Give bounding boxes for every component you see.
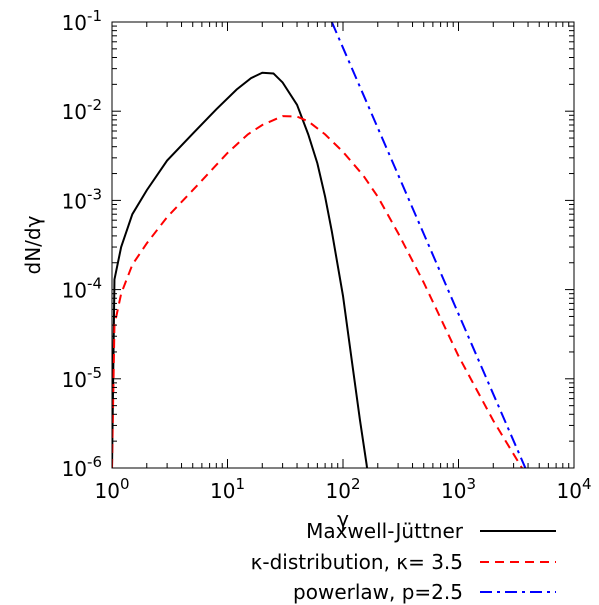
y-axis: 10-1 10-2 10-3 10-4 10-5 10-6 — [62, 7, 574, 481]
x-tick-label: 102 — [326, 475, 361, 503]
y-axis-label: dN/dγ — [21, 215, 45, 274]
y-tick-label: 10-6 — [62, 453, 102, 481]
x-tick-label: 103 — [441, 475, 476, 503]
legend-label: Maxwell-Jüttner — [306, 519, 464, 543]
y-tick-label: 10-3 — [62, 185, 102, 213]
plot-frame — [111, 21, 575, 469]
x-axis-label: γ — [337, 507, 349, 531]
x-tick-label: 104 — [557, 475, 592, 503]
series-line-1 — [112, 71, 369, 468]
x-tick-label: 101 — [210, 475, 245, 503]
y-tick-label: 10-5 — [62, 364, 102, 392]
x-tick-label: 100 — [95, 475, 130, 503]
legend: Maxwell-Jüttner κ-distribution, κ= 3.5 pow… — [251, 519, 556, 604]
plot-area — [112, 22, 527, 468]
legend-label: powerlaw, p=2.5 — [293, 580, 463, 604]
y-tick-label: 10-1 — [62, 7, 102, 35]
series-line-3 — [330, 22, 527, 468]
legend-label: κ-distribution, κ= 3.5 — [251, 550, 463, 574]
series-line-2 — [112, 115, 524, 468]
x-axis: 100 101 102 103 104 — [95, 22, 592, 503]
y-tick-label: 10-2 — [62, 96, 102, 124]
y-tick-label: 10-4 — [62, 275, 102, 303]
